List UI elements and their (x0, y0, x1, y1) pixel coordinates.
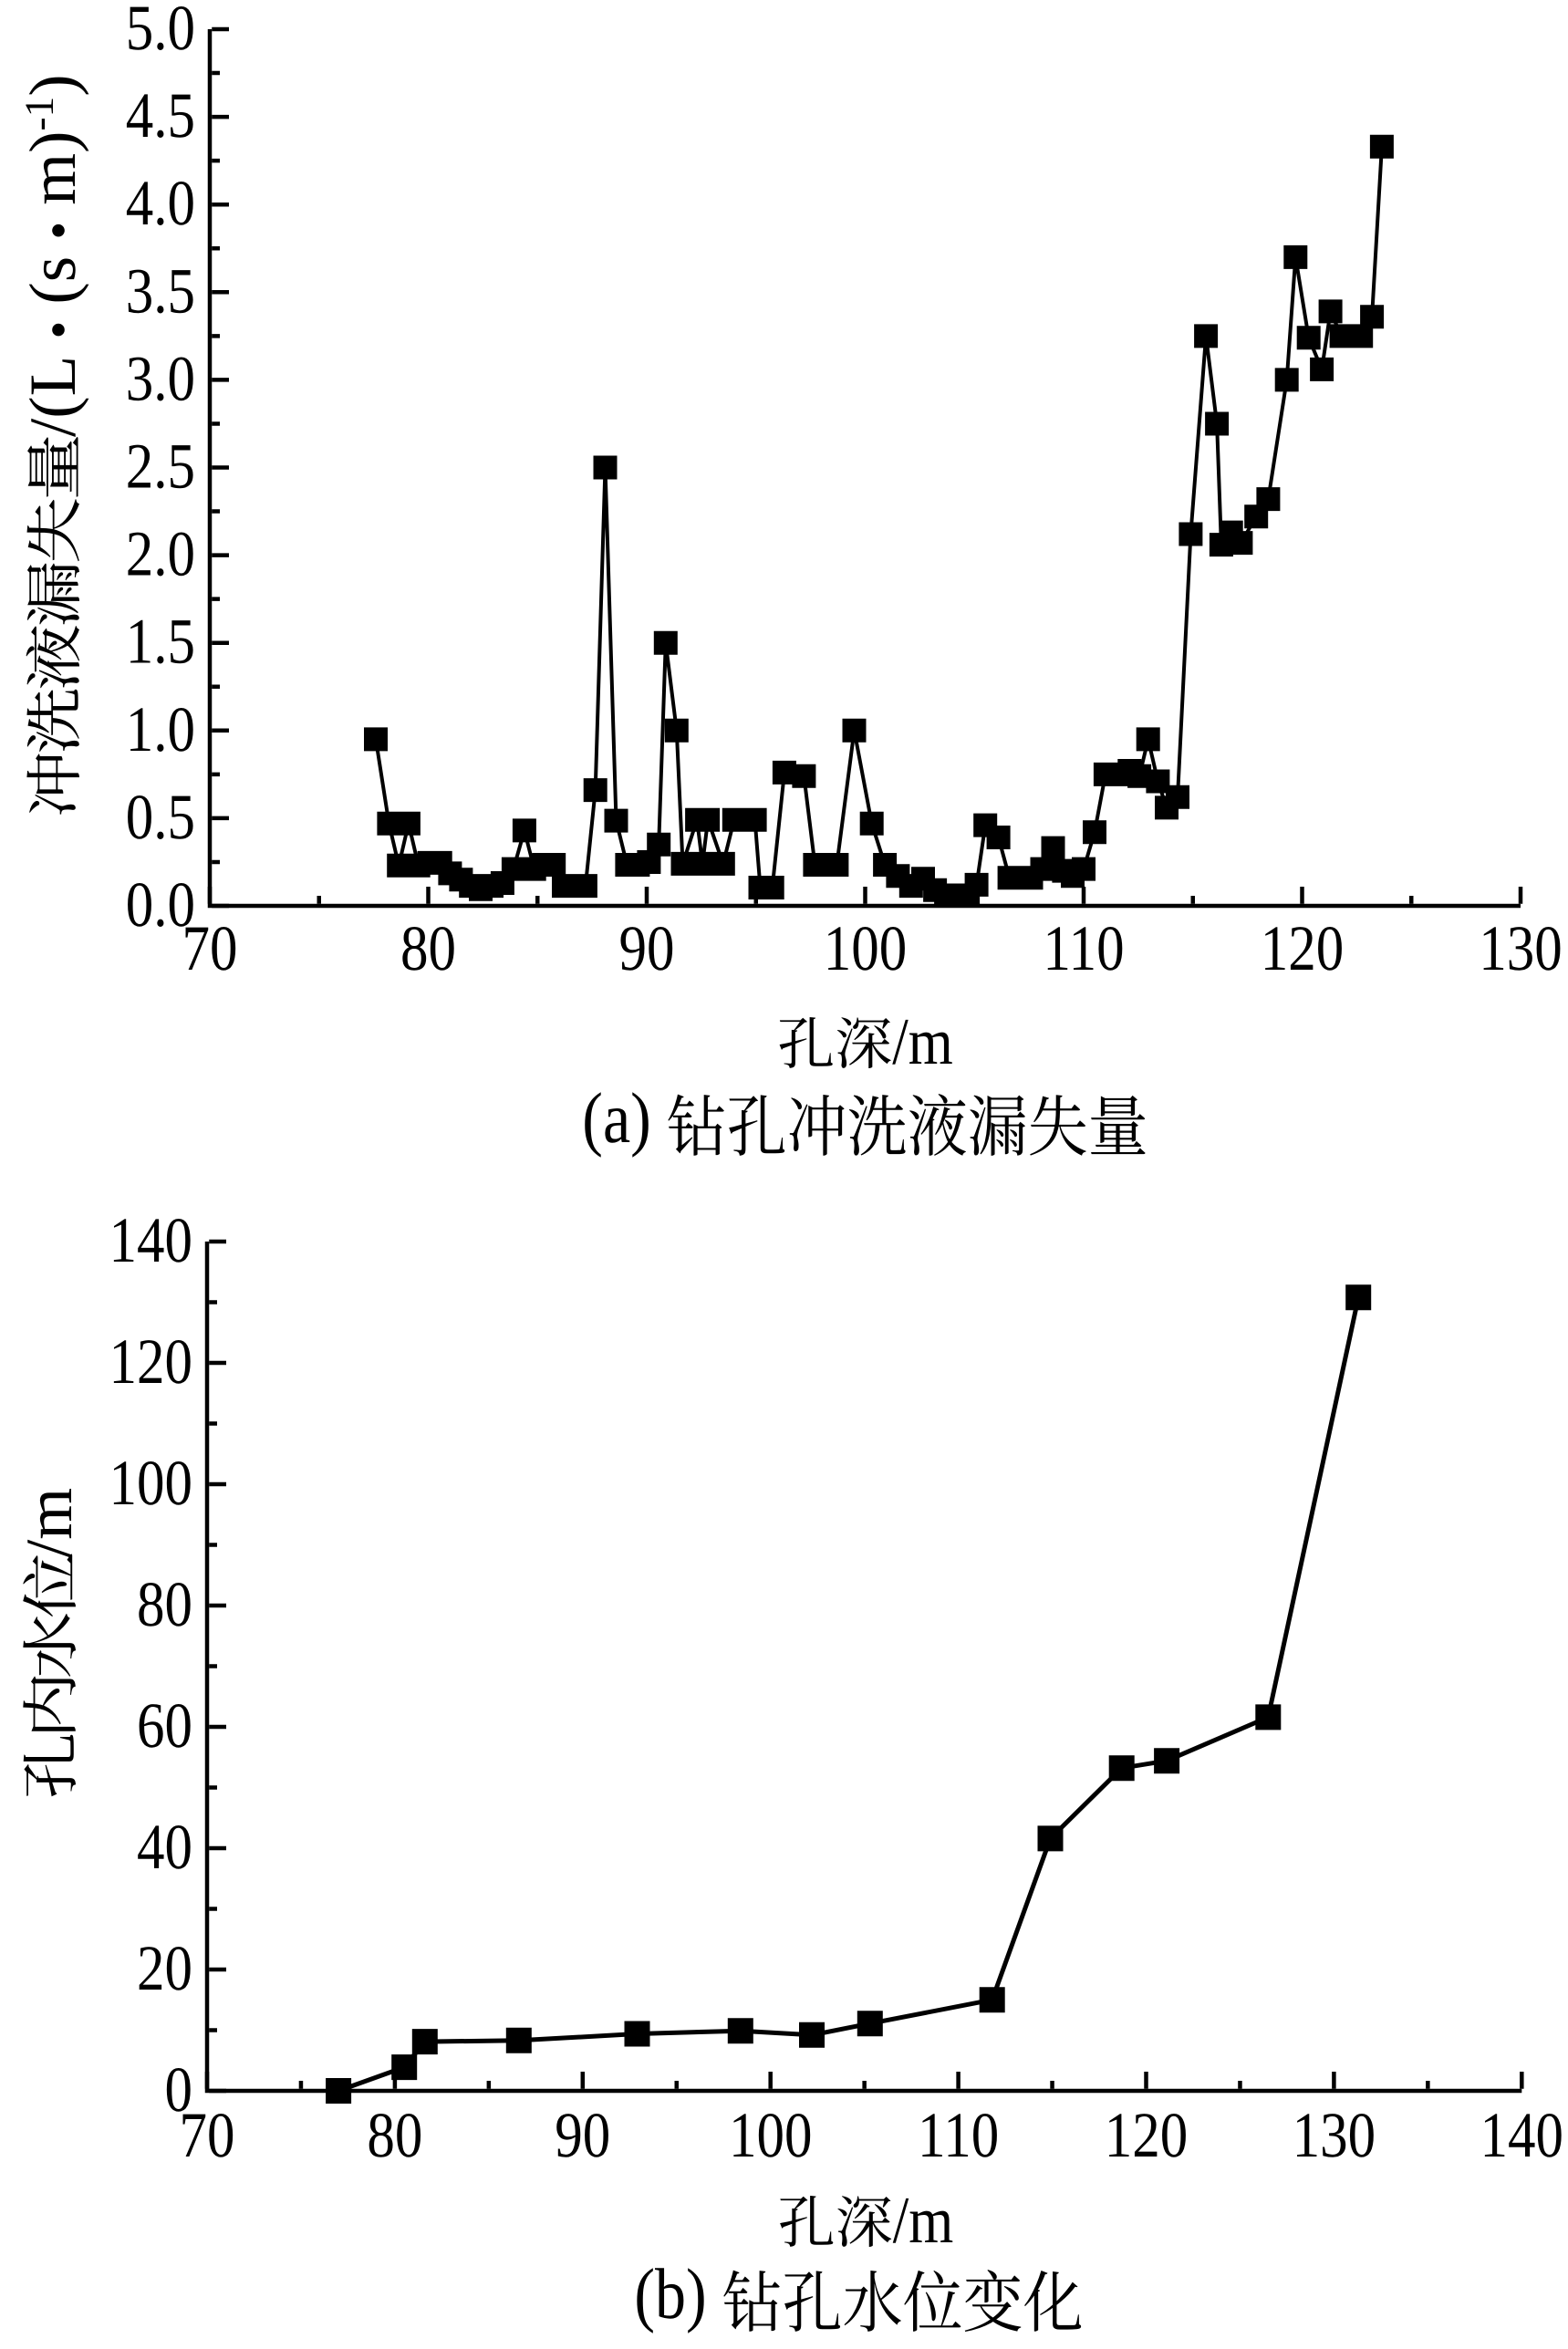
svg-text:m): m) (16, 131, 90, 205)
svg-text:0: 0 (165, 2055, 193, 2126)
svg-text:3.5: 3.5 (126, 256, 195, 327)
svg-text:(s: (s (16, 256, 90, 305)
svg-text:60: 60 (137, 1691, 192, 1762)
svg-text:40: 40 (137, 1813, 192, 1884)
svg-text:(b): (b) (634, 2253, 706, 2333)
svg-text:/m: /m (13, 1488, 87, 1558)
svg-text:3.0: 3.0 (126, 344, 195, 415)
svg-text:/(L: /(L (16, 356, 90, 437)
svg-text:110: 110 (1043, 914, 1124, 985)
svg-text:120: 120 (1105, 2101, 1189, 2172)
svg-text:100: 100 (729, 2101, 813, 2172)
svg-text:130: 130 (1479, 914, 1563, 985)
svg-text:2.0: 2.0 (126, 519, 195, 590)
svg-text:80: 80 (367, 2101, 422, 2172)
svg-text:5.0: 5.0 (126, 0, 195, 64)
svg-text:/m: /m (892, 1004, 953, 1078)
svg-text:100: 100 (109, 1449, 193, 1520)
svg-text:120: 120 (1261, 914, 1345, 985)
svg-text:/m: /m (893, 2183, 954, 2257)
svg-text:(a): (a) (582, 1077, 650, 1158)
svg-text:4.0: 4.0 (126, 169, 195, 240)
svg-text:20: 20 (137, 1934, 192, 2005)
svg-text:1.5: 1.5 (126, 607, 195, 678)
svg-text:4.5: 4.5 (126, 81, 195, 152)
svg-text:-1: -1 (17, 97, 62, 131)
svg-text:70: 70 (182, 914, 238, 985)
svg-text:130: 130 (1293, 2101, 1376, 2172)
svg-text:90: 90 (619, 914, 675, 985)
svg-text:0.5: 0.5 (126, 782, 195, 853)
svg-text:90: 90 (555, 2101, 610, 2172)
svg-text:1.0: 1.0 (126, 694, 195, 765)
svg-text:80: 80 (400, 914, 456, 985)
svg-text:0.0: 0.0 (126, 870, 195, 941)
svg-text:100: 100 (824, 914, 908, 985)
svg-text:80: 80 (137, 1570, 192, 1641)
svg-text:140: 140 (1480, 2101, 1564, 2172)
svg-text:70: 70 (180, 2101, 235, 2172)
svg-text:): ) (16, 74, 90, 96)
svg-text:110: 110 (918, 2101, 999, 2172)
svg-text:120: 120 (109, 1327, 193, 1398)
svg-text:2.5: 2.5 (126, 431, 195, 503)
svg-text:140: 140 (109, 1206, 193, 1277)
